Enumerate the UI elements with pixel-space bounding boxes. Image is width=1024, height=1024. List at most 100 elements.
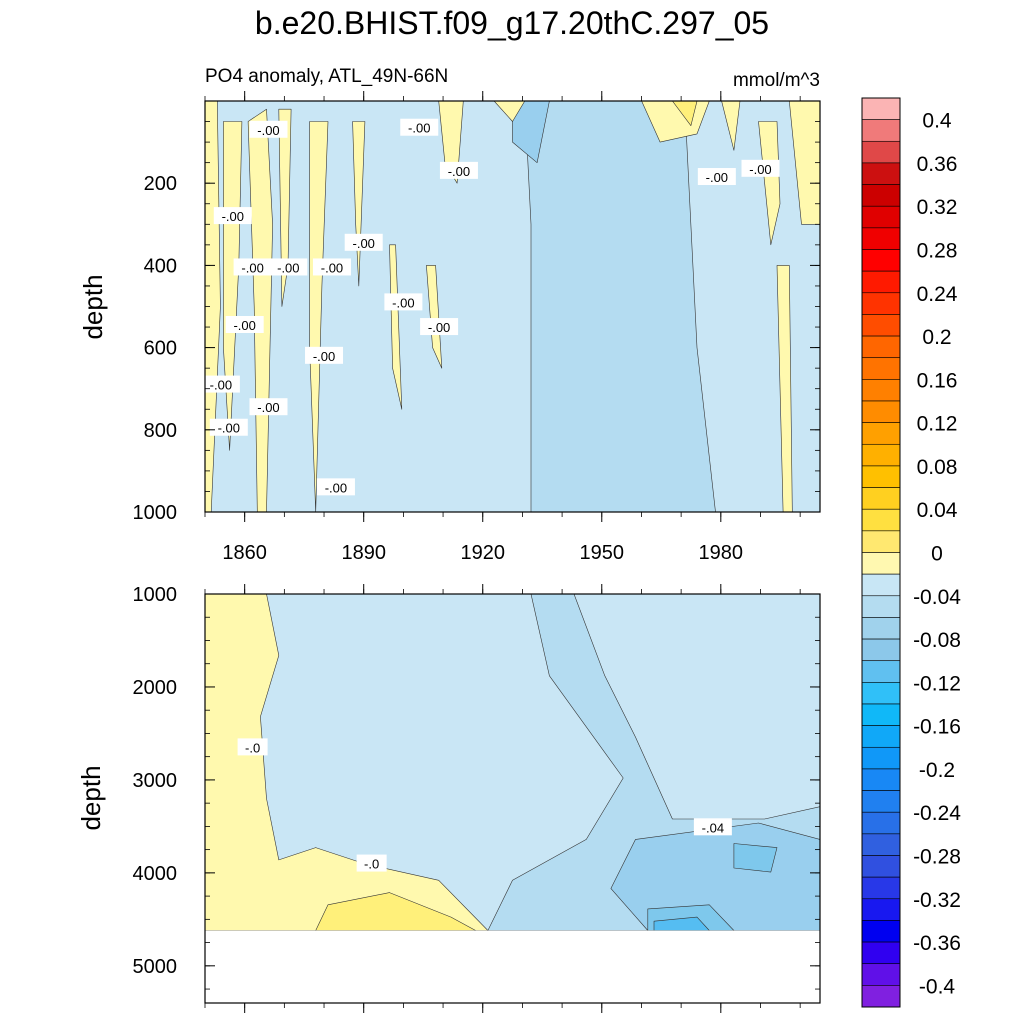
colorbar-box (861, 270, 901, 294)
colorbar-box (861, 379, 901, 402)
colorbar-label: 0.04 (917, 499, 958, 522)
x-tick-label: 1920 (460, 542, 505, 564)
y-tick-label: 800 (144, 420, 177, 442)
contour-label-bg (209, 418, 248, 436)
contour-label: -.00 (344, 233, 383, 251)
contour-label-text: -.00 (241, 260, 263, 275)
colorbar-box (861, 552, 901, 575)
contour-label-text: -.00 (321, 260, 343, 275)
contour-label-text: -.00 (277, 260, 299, 275)
contour-label: -.00 (420, 318, 459, 336)
contour-label-bg (225, 315, 264, 333)
contour-label-bg (305, 346, 344, 364)
positive-strong-region (315, 892, 476, 931)
colorbar-box (861, 898, 901, 921)
contour-label-bg (344, 233, 383, 251)
colorbar-box (861, 920, 901, 943)
colorbar-box (861, 595, 901, 618)
colorbar-box (861, 660, 901, 683)
colorbar-box (861, 725, 901, 748)
x-tick-label: 1860 (222, 542, 267, 564)
y-tick-label: 200 (144, 173, 177, 195)
left-subtitle: PO4 anomaly, ATL_49N-66N (205, 66, 448, 87)
negative-core-region (512, 101, 550, 163)
colorbar-label: -0.12 (913, 672, 961, 695)
contour-label: -.00 (249, 398, 288, 416)
positive-region (389, 244, 403, 410)
colorbar-box (861, 617, 901, 640)
upper-panel: -.00 -.00 -.00 -.00 -.00 -.00 -.00 -.00 -.00 -.00… (133, 91, 821, 524)
contour-label-text: -.00 (233, 318, 255, 333)
colorbar-label: 0.2 (922, 326, 951, 349)
contour-label-bg (201, 375, 240, 393)
y-tick-label: 600 (144, 338, 177, 360)
y-tick-label: 3000 (133, 770, 178, 792)
positive-region (721, 101, 741, 151)
colorbar-box (861, 941, 901, 965)
contour-label-bg (439, 161, 478, 179)
contour-label: -.00 (249, 120, 288, 138)
contour-label: -.0 (356, 854, 387, 872)
contour-label-bg (249, 398, 288, 416)
x-tick-label: 1950 (580, 542, 625, 564)
colorbar-box (861, 876, 901, 900)
colorbar-box (861, 963, 901, 986)
colorbar-label: -0.16 (913, 716, 961, 739)
contour-label-bg (312, 258, 351, 276)
contour-label-text: -.0 (364, 857, 379, 872)
colorbar-box (861, 985, 901, 1008)
contour-label: -.00 (201, 375, 240, 393)
colorbar: 0.4 0.36 0.32 0.28 0.24 0.2 0.16 0.12 0.08 0.04 0 -… (861, 97, 961, 1008)
contour-label-text: -.00 (392, 295, 414, 310)
contour-label: -.00 (741, 159, 780, 177)
lower-frame (204, 593, 821, 1004)
contour-label: -.00 (384, 293, 423, 311)
colorbar-box (861, 205, 901, 229)
positive-strong-region (672, 101, 698, 126)
colorbar-box (861, 443, 901, 467)
colorbar-label: -0.08 (913, 629, 961, 652)
x-tick-label: 1980 (699, 542, 744, 564)
contour-label-text: -.00 (706, 170, 728, 185)
contour-label: -.0 (237, 738, 268, 756)
contour-label: -.00 (312, 258, 351, 276)
colorbar-box (861, 790, 901, 813)
colorbar-label: 0.08 (917, 456, 958, 479)
colorbar-label: 0.32 (917, 196, 958, 219)
colorbar-box (861, 833, 901, 856)
colorbar-label: 0.4 (922, 110, 952, 133)
positive-region (493, 101, 526, 122)
contour-label-text: -.00 (313, 349, 335, 364)
contour-label: -.00 (316, 478, 355, 496)
positive-region (758, 121, 781, 246)
colorbar-box (861, 573, 901, 597)
colorbar-box (861, 465, 901, 488)
colorbar-label: 0.24 (917, 283, 958, 306)
colorbar-box (861, 422, 901, 445)
contour-label-bg (233, 258, 272, 276)
contour-label-text: -.04 (702, 820, 724, 835)
colorbar-label: -0.28 (913, 846, 961, 869)
lower-y-axis-title: depth (76, 765, 106, 830)
contour-label-text: -.00 (218, 421, 240, 436)
contour-label-bg (316, 478, 355, 496)
background-fill (205, 101, 820, 512)
colorbar-box (861, 335, 901, 359)
contour-label-bg (741, 159, 780, 177)
colorbar-box (861, 292, 901, 315)
contour-label-text: -.00 (353, 236, 375, 251)
contour-label-text: -.00 (210, 378, 232, 393)
contour-label: -.00 (400, 118, 439, 136)
units-subtitle: mmol/m^3 (733, 70, 820, 91)
y-tick-label: 1000 (133, 502, 178, 524)
contour-label-text: -.00 (257, 123, 279, 138)
lower-panel: -.0 -.0 -.04 1000 2000 3000 4000 5000 (133, 584, 821, 1013)
colorbar-label: 0.16 (917, 369, 958, 392)
chart-title: b.e20.BHIST.f09_g17.20thC.297_05 (255, 5, 769, 41)
colorbar-label: -0.32 (913, 889, 961, 912)
colorbar-box (861, 162, 901, 185)
contour-label-bg (213, 207, 252, 225)
colorbar-box (861, 703, 901, 726)
contour-label-text: -.00 (257, 400, 279, 415)
